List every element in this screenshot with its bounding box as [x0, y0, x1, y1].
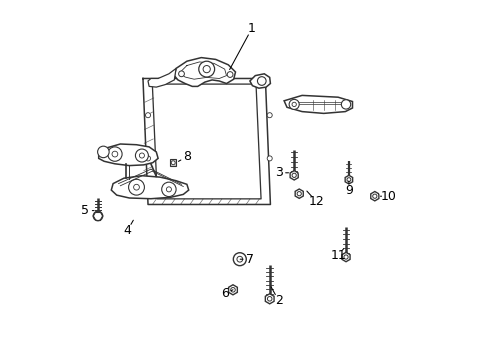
Circle shape [145, 113, 150, 118]
Circle shape [343, 255, 347, 259]
Bar [170, 159, 176, 166]
Text: 9: 9 [344, 184, 352, 197]
Polygon shape [345, 175, 352, 184]
Polygon shape [289, 171, 298, 180]
Circle shape [171, 161, 175, 165]
Text: 1: 1 [247, 22, 255, 35]
Circle shape [230, 288, 235, 292]
Text: 11: 11 [329, 249, 346, 262]
Circle shape [178, 71, 184, 77]
Text: 3: 3 [274, 166, 282, 179]
Circle shape [162, 182, 176, 197]
Text: 5: 5 [81, 204, 89, 217]
Circle shape [266, 113, 272, 118]
Polygon shape [284, 95, 352, 113]
Circle shape [288, 99, 299, 109]
Polygon shape [295, 189, 303, 198]
Text: 10: 10 [380, 190, 396, 203]
Circle shape [372, 194, 376, 198]
Circle shape [133, 184, 139, 190]
Circle shape [166, 187, 171, 192]
Circle shape [112, 151, 118, 157]
Circle shape [145, 156, 150, 161]
Circle shape [297, 192, 301, 196]
Polygon shape [370, 192, 378, 201]
Circle shape [135, 149, 148, 162]
Circle shape [199, 61, 214, 77]
Text: 2: 2 [274, 294, 282, 307]
Text: 6: 6 [220, 287, 228, 300]
Polygon shape [148, 68, 176, 87]
Circle shape [128, 179, 144, 195]
Polygon shape [174, 58, 235, 86]
Text: 8: 8 [183, 150, 190, 163]
Circle shape [93, 211, 102, 221]
Polygon shape [265, 294, 273, 304]
Circle shape [291, 173, 296, 177]
Text: 7: 7 [245, 253, 253, 266]
Circle shape [346, 178, 350, 181]
Circle shape [203, 66, 210, 73]
Circle shape [227, 72, 232, 77]
Circle shape [266, 156, 272, 161]
Circle shape [291, 102, 296, 107]
Circle shape [341, 100, 350, 109]
Polygon shape [99, 144, 158, 166]
Circle shape [233, 253, 246, 266]
Circle shape [257, 77, 265, 85]
Polygon shape [249, 74, 270, 88]
Polygon shape [228, 285, 237, 295]
Text: 12: 12 [308, 195, 324, 208]
Circle shape [267, 297, 271, 301]
Circle shape [139, 153, 144, 158]
Polygon shape [341, 252, 349, 262]
Circle shape [237, 256, 242, 262]
Polygon shape [111, 176, 188, 199]
Circle shape [98, 146, 109, 158]
Circle shape [107, 147, 122, 161]
Text: 4: 4 [123, 224, 131, 237]
